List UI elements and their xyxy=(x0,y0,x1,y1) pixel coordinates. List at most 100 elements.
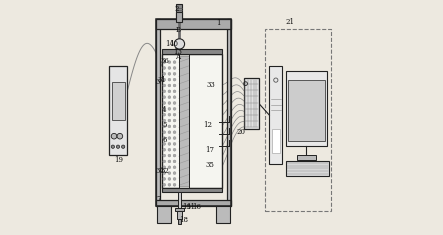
Text: 15: 15 xyxy=(183,203,191,211)
Text: 2: 2 xyxy=(175,5,179,13)
Bar xyxy=(176,4,182,19)
Text: A: A xyxy=(175,53,180,61)
Circle shape xyxy=(168,113,171,116)
Circle shape xyxy=(173,154,176,157)
Bar xyxy=(272,129,280,153)
Bar xyxy=(156,19,231,206)
Bar xyxy=(216,206,229,223)
Circle shape xyxy=(117,133,123,139)
Circle shape xyxy=(168,160,171,163)
Circle shape xyxy=(163,113,166,116)
Bar xyxy=(156,19,231,29)
Circle shape xyxy=(168,107,171,110)
Text: 13: 13 xyxy=(173,48,182,56)
Bar xyxy=(265,29,331,211)
Circle shape xyxy=(168,96,171,98)
Text: 32: 32 xyxy=(161,167,170,175)
Bar xyxy=(297,155,315,160)
Text: 17: 17 xyxy=(205,146,214,154)
Circle shape xyxy=(163,154,166,157)
Bar xyxy=(175,208,184,211)
Circle shape xyxy=(168,154,171,157)
Bar xyxy=(244,78,259,129)
Text: 19: 19 xyxy=(114,156,123,164)
Text: 7: 7 xyxy=(156,195,161,203)
Text: 12: 12 xyxy=(203,121,212,129)
Circle shape xyxy=(163,166,166,169)
Circle shape xyxy=(168,90,171,93)
Bar xyxy=(178,192,181,209)
Text: 16: 16 xyxy=(192,203,202,211)
Text: 33: 33 xyxy=(206,81,215,89)
Text: B: B xyxy=(176,26,181,34)
Circle shape xyxy=(174,39,185,49)
Circle shape xyxy=(173,131,176,134)
Text: 11: 11 xyxy=(186,203,195,211)
Circle shape xyxy=(163,172,166,175)
Bar xyxy=(156,200,231,206)
Circle shape xyxy=(173,183,176,186)
Text: 1: 1 xyxy=(216,19,220,27)
Circle shape xyxy=(163,102,166,104)
Circle shape xyxy=(163,107,166,110)
Circle shape xyxy=(163,61,166,63)
Circle shape xyxy=(163,72,166,75)
Circle shape xyxy=(173,119,176,122)
Bar xyxy=(163,56,179,186)
Circle shape xyxy=(163,137,166,139)
Circle shape xyxy=(173,96,176,98)
Circle shape xyxy=(111,145,114,148)
Circle shape xyxy=(163,125,166,128)
Circle shape xyxy=(163,131,166,134)
Bar xyxy=(176,12,182,22)
Text: 14: 14 xyxy=(165,40,174,48)
Circle shape xyxy=(168,177,171,180)
Circle shape xyxy=(168,119,171,122)
Circle shape xyxy=(163,119,166,122)
Text: 35: 35 xyxy=(206,161,214,169)
Circle shape xyxy=(168,183,171,186)
Circle shape xyxy=(163,78,166,81)
Circle shape xyxy=(168,61,171,63)
Circle shape xyxy=(168,172,171,175)
Text: 36: 36 xyxy=(161,57,170,65)
Text: 31: 31 xyxy=(158,76,167,84)
Circle shape xyxy=(173,67,176,69)
Circle shape xyxy=(163,183,166,186)
Circle shape xyxy=(173,72,176,75)
Circle shape xyxy=(111,133,117,139)
Circle shape xyxy=(173,113,176,116)
Bar xyxy=(288,80,325,141)
Text: 3: 3 xyxy=(156,78,160,86)
Circle shape xyxy=(173,137,176,139)
Circle shape xyxy=(163,148,166,151)
Circle shape xyxy=(163,177,166,180)
Circle shape xyxy=(173,172,176,175)
Circle shape xyxy=(168,148,171,151)
Circle shape xyxy=(168,142,171,145)
Bar xyxy=(286,71,326,145)
Text: 5: 5 xyxy=(162,121,167,129)
Text: 18: 18 xyxy=(179,216,189,224)
Bar xyxy=(162,55,222,188)
Circle shape xyxy=(168,84,171,87)
Bar xyxy=(189,56,220,186)
Circle shape xyxy=(168,102,171,104)
Circle shape xyxy=(168,137,171,139)
Bar xyxy=(269,66,282,164)
Circle shape xyxy=(168,131,171,134)
Circle shape xyxy=(168,67,171,69)
Circle shape xyxy=(121,145,125,148)
Bar xyxy=(157,206,171,223)
Circle shape xyxy=(173,160,176,163)
Circle shape xyxy=(117,145,120,148)
Circle shape xyxy=(173,84,176,87)
Text: 4: 4 xyxy=(162,106,167,114)
Circle shape xyxy=(168,78,171,81)
Circle shape xyxy=(173,125,176,128)
Circle shape xyxy=(173,102,176,104)
Bar xyxy=(162,49,222,55)
Text: 34: 34 xyxy=(155,167,164,175)
Bar xyxy=(286,161,329,176)
Circle shape xyxy=(163,96,166,98)
